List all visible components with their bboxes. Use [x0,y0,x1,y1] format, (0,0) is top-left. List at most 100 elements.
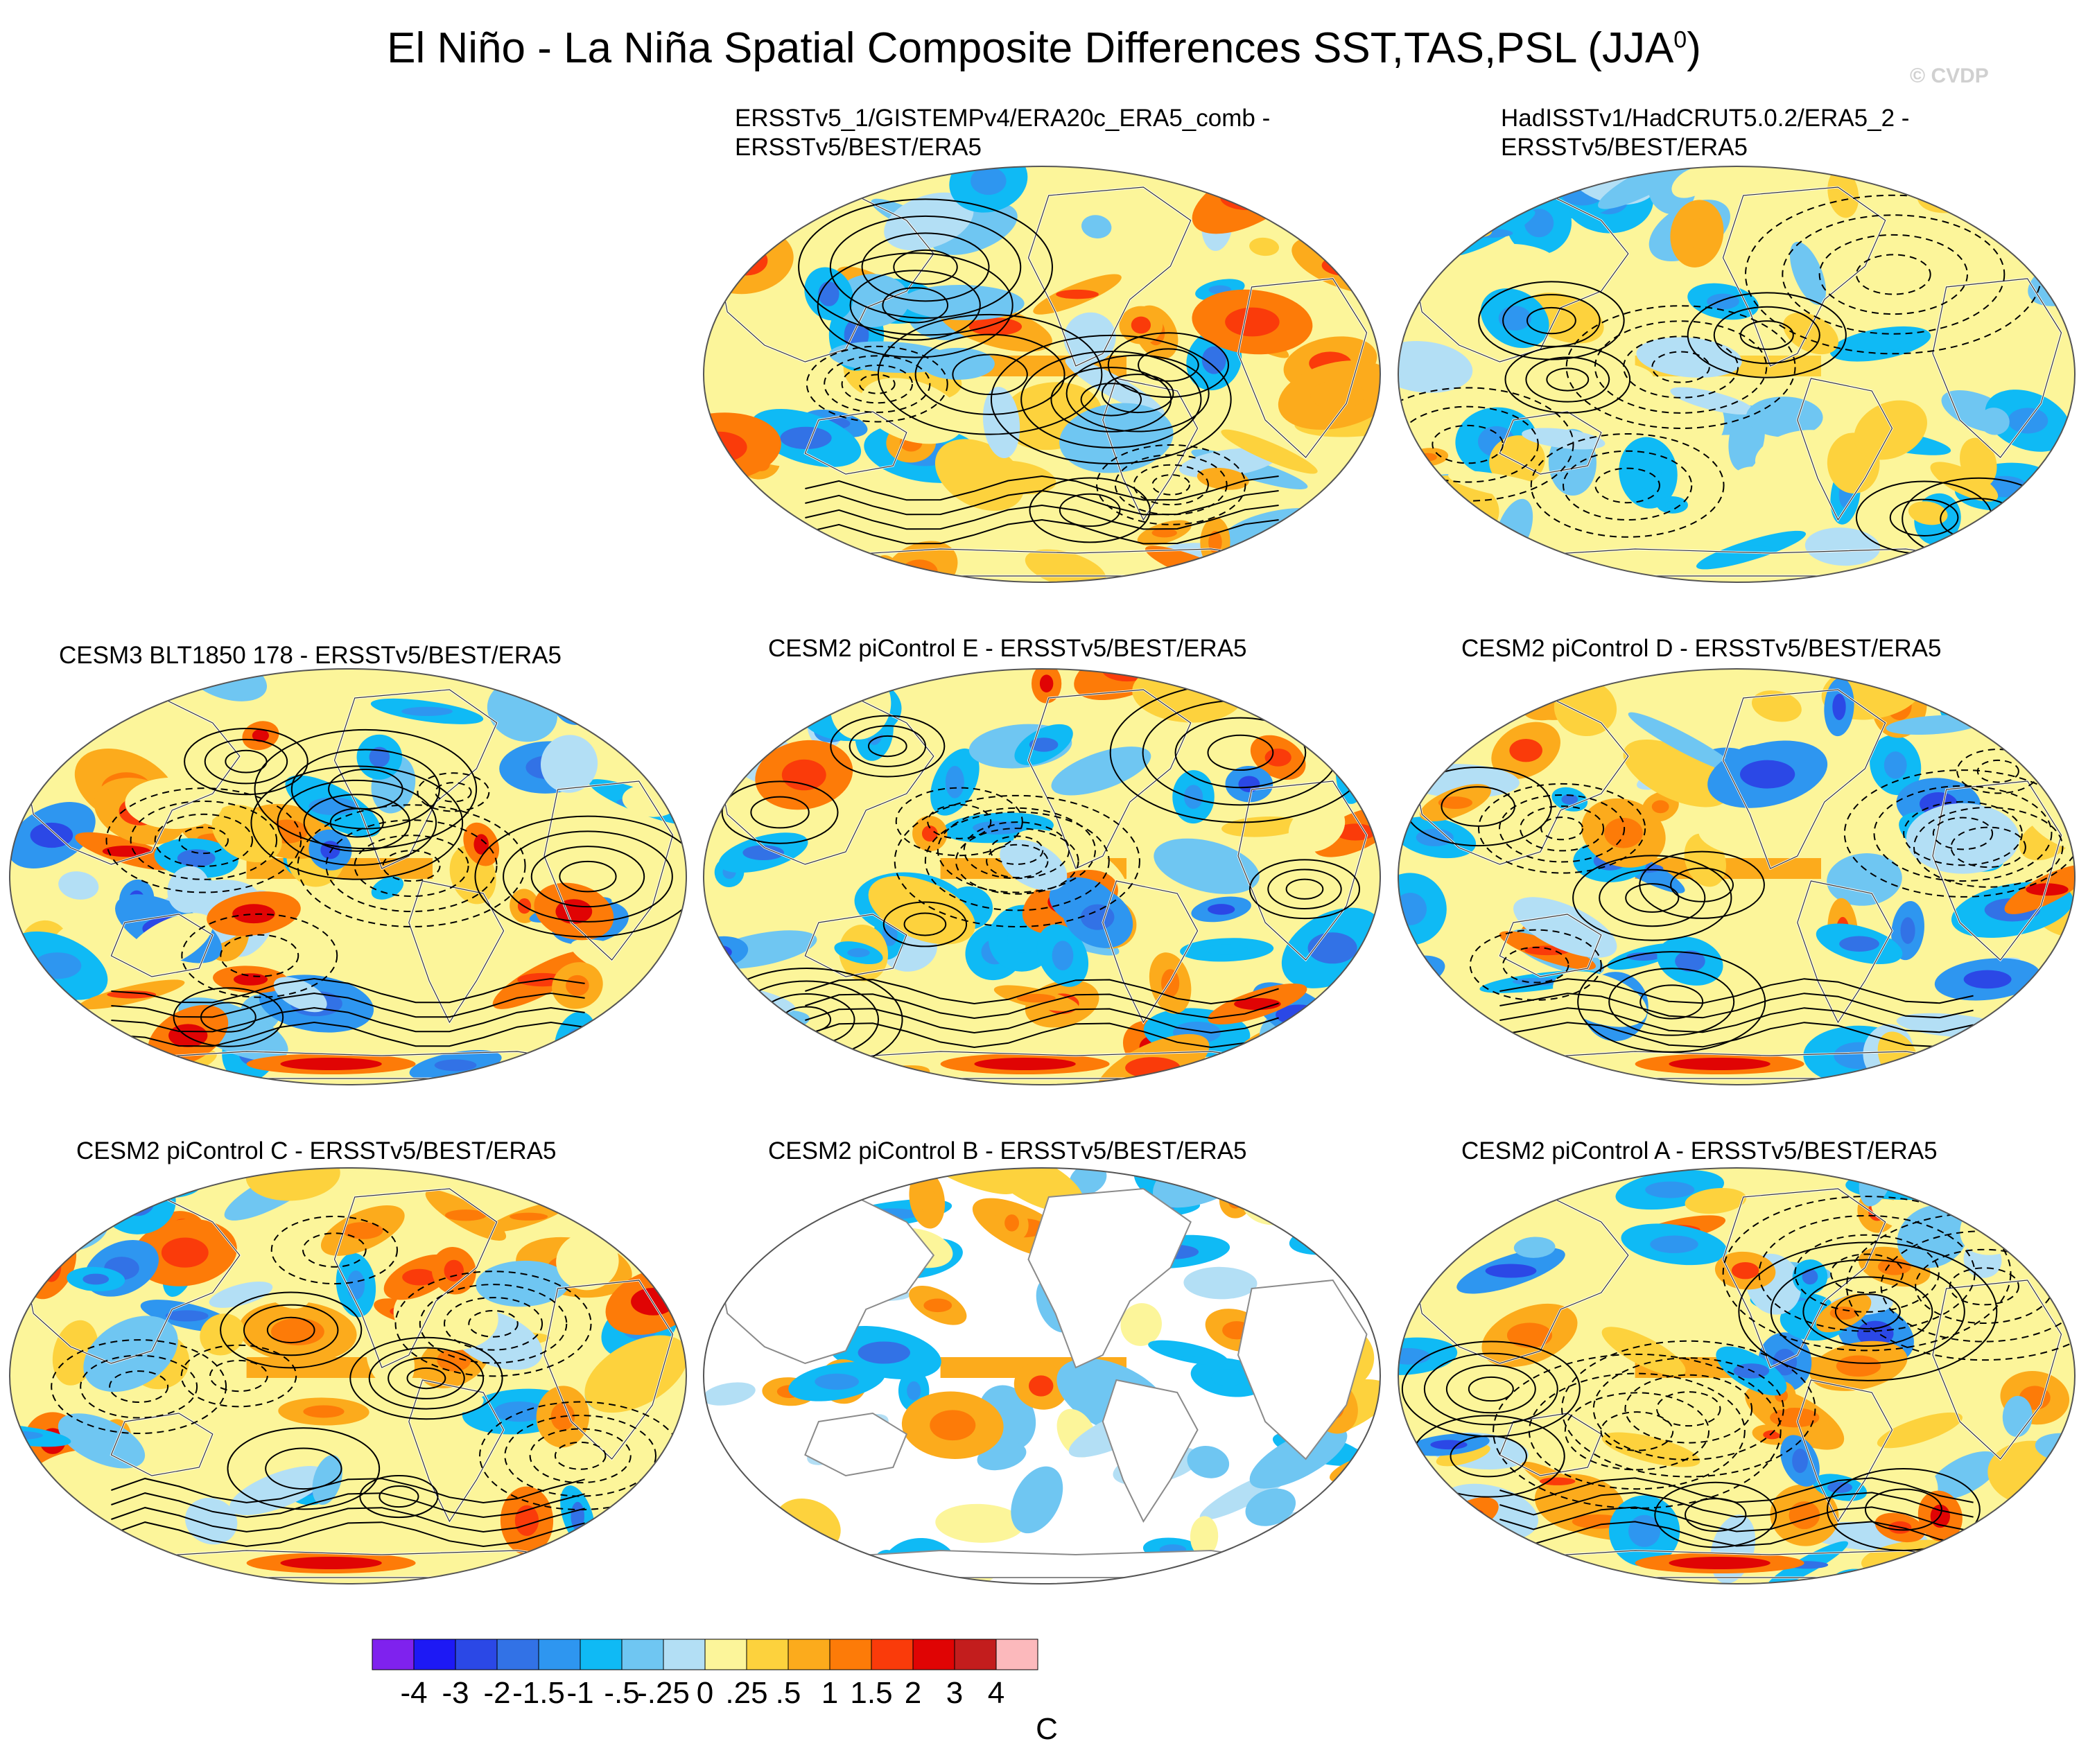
anomaly-core [107,990,157,999]
anomaly-patch [1120,1303,1162,1346]
psl-contour-positive [1572,855,1732,941]
coastline-inner [1102,880,1199,1024]
colorbar-tick-label: 3 [946,1676,964,1710]
anomaly-patch [245,1168,340,1201]
anomaly-core [12,1168,46,1188]
psl-contour-negative [181,913,338,998]
anomaly-patch [2015,1062,2048,1085]
psl-contour-positive [914,333,1065,415]
psl-contour-negative [1600,1411,1674,1451]
psl-contour-negative [1592,1357,1784,1461]
anomaly-core [1832,693,1846,720]
anomaly-core [1628,1514,1661,1547]
psl-contour-southern [111,1006,585,1033]
psl-contour-positive [1050,367,1172,433]
psl-contour-positive [1608,968,1735,1036]
anomaly-patch [125,913,213,971]
anomaly-patch [1928,1451,2001,1500]
anomaly-patch [704,166,805,194]
psl-contour-positive [1738,1241,1998,1381]
anomaly-patch [1783,312,1838,355]
psl-contour-positive [1639,984,1704,1020]
coastline-inner [1797,378,1893,521]
colorbar-swatch [912,1639,955,1670]
anomaly-patch [1908,501,1948,525]
anomaly-patch [1245,1488,1296,1526]
panel-title-line: CESM2 piControl A - ERSSTv5/BEST/ERA5 [1461,1137,1938,1164]
anomaly-core [971,166,1007,195]
psl-contour-southern [111,1492,585,1519]
anomaly-patch [704,213,757,245]
anomaly-core [1462,1528,1489,1554]
anomaly-patch [1978,408,2010,435]
anomaly-core [1161,969,1180,997]
anomaly-patch [652,1226,684,1248]
anomaly-patch [1827,853,1902,906]
colorbar-tick-label: -3 [442,1676,469,1710]
anomaly-core [1739,760,1795,789]
map-panel-obs2 [1398,166,2076,583]
anomaly-core [1473,1050,1506,1074]
panel-title-line: ERSSTv5/BEST/ERA5 [735,134,982,161]
anomaly-patch [1221,816,1303,837]
anomaly-core [704,224,736,236]
anomaly-core [708,983,727,997]
anomaly-core [1770,1408,1820,1428]
psl-contour-southern [1499,1022,1974,1048]
anomaly-patch [1746,396,1823,437]
anomaly-core [1731,1261,1759,1280]
psl-contour-negative [435,782,472,803]
psl-contour-positive [1802,1276,1933,1347]
anomaly-core [2008,1571,2039,1584]
psl-contour-positive [265,1447,342,1490]
anomaly-patch [1051,746,1151,796]
anomaly-patch [1321,1056,1374,1085]
psl-contour-positive [849,270,981,341]
psl-contour-positive [1525,356,1610,403]
anomaly-core [1004,1214,1019,1232]
anomaly-patch [1065,358,1165,417]
anomaly-core [625,1518,647,1547]
anomaly-patch [611,1501,661,1564]
psl-contour-negative [419,1284,568,1364]
psl-contour-positive [1029,477,1151,543]
anomaly-core [1183,785,1203,809]
psl-contour-positive [1504,345,1631,414]
colorbar-tick-label: -4 [400,1676,428,1710]
psl-contour-positive [290,749,440,830]
psl-contour-negative [1855,254,1931,295]
psl-contour-negative [1744,194,2042,355]
anomaly-patch [83,1185,136,1215]
anomaly-patch [1751,690,1802,722]
psl-contour-negative [130,800,278,880]
psl-contour-negative [270,1215,398,1285]
anomaly-patch [1190,1516,1219,1557]
anomaly-patch [2028,166,2075,227]
anomaly-patch [1316,701,1375,742]
anomaly-patch [734,166,767,179]
land-mask [804,1412,908,1477]
anomaly-core [1125,1057,1181,1079]
psl-contour-positive [1826,1468,1981,1551]
psl-contour-southern [805,1008,1279,1034]
anomaly-core [1506,1322,1553,1348]
anomaly-core [402,1268,437,1286]
anomaly-core [930,1410,976,1441]
anomaly-patch [10,1168,67,1207]
coastline-inner [1722,186,1886,367]
colorbar-tick-label: -2 [483,1676,511,1710]
psl-contour-positive [829,215,1022,319]
psl-contour-positive [877,313,1103,435]
colorbar-swatch [580,1639,623,1670]
anomaly-patch [1965,692,2075,724]
anomaly-patch [1249,237,1280,256]
anomaly-core [1883,751,1907,779]
psl-contour-southern [111,1021,585,1047]
panel-title-line: CESM2 piControl B - ERSSTv5/BEST/ERA5 [768,1137,1247,1164]
figure-title-text: El Niño - La Niña Spatial Composite Diff… [387,24,1674,72]
anomaly-patch [541,1052,580,1085]
psl-contour-positive [721,780,839,844]
anomaly-patch [58,1413,146,1469]
anomaly-core [1635,456,1662,489]
psl-contour-negative [1594,467,1660,504]
